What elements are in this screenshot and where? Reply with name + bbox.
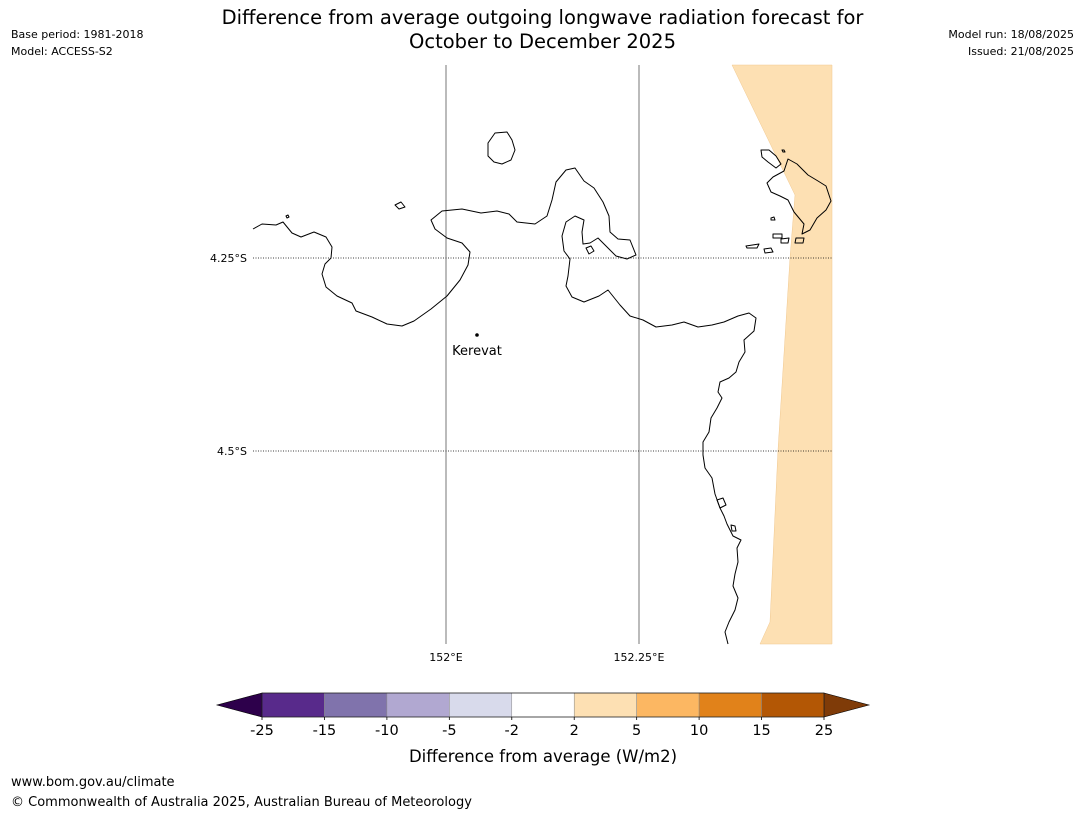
model-run: Model run: 18/08/2025 [948,28,1074,41]
coastline-islet-west [394,201,406,210]
coastline-duke-york-main [766,158,832,235]
coastline-islets-east [285,149,805,254]
meta-left: Base period: 1981-2018 Model: ACCESS-S2 [11,26,143,60]
colorbar-tick-label: 2 [570,723,579,739]
colorbar-extend-under [215,692,263,718]
colorbar-tick-label: 15 [752,723,770,739]
lon-label-152: 152°E [429,651,462,664]
colorbar-segment [324,692,388,718]
kerevat-label: Kerevat [452,344,502,359]
anomaly-region [731,64,833,645]
model-name: Model: ACCESS-S2 [11,45,113,58]
colorbar-segment [698,692,762,718]
footer-url: www.bom.gov.au/climate [11,775,175,790]
coastline-duke-york-west [760,149,782,169]
coastline-main [252,167,757,645]
colorbar-extend-over [823,692,871,718]
colorbar-segment [511,692,575,718]
lon-label-152-25: 152.25°E [614,651,665,664]
coastline-island-north [487,131,516,165]
colorbar-segment [761,692,825,718]
colorbar-outline [261,692,825,718]
coastline-islet-south [716,497,737,532]
colorbar-segment [636,692,700,718]
colorbar-segment [261,692,325,718]
colorbar-label: Difference from average (W/m2) [409,747,677,766]
coastline [252,131,832,645]
title-line-2: October to December 2025 [409,30,676,53]
meta-right: Model run: 18/08/2025 Issued: 21/08/2025 [948,26,1074,60]
colorbar-tick-label: 5 [632,723,641,739]
colorbar: -25 -15 -10 -5 -2 2 5 10 15 25 [215,692,871,739]
map-title: Difference from average outgoing longwav… [0,6,1085,54]
colorbar-tick-label: -15 [313,723,337,739]
colorbar-segment [386,692,450,718]
footer-copyright: © Commonwealth of Australia 2025, Austra… [11,795,472,810]
colorbar-tick-label: -5 [442,723,456,739]
lat-label-4-5: 4.5°S [217,445,247,458]
colorbar-tick-label: -10 [375,723,399,739]
coastline-bay-inner [585,245,595,255]
title-line-1: Difference from average outgoing longwav… [221,6,864,29]
colorbar-tick-label: 25 [815,723,833,739]
colorbar-segment [449,692,513,718]
issued-date: Issued: 21/08/2025 [967,45,1074,58]
colorbar-tick-label: -2 [505,723,519,739]
kerevat-marker [475,333,479,337]
colorbar-tick-label: -25 [250,723,274,739]
base-period: Base period: 1981-2018 [11,28,144,41]
colorbar-tick-label: 10 [690,723,708,739]
colorbar-segment [573,692,637,718]
lat-label-4-25: 4.25°S [210,252,247,265]
